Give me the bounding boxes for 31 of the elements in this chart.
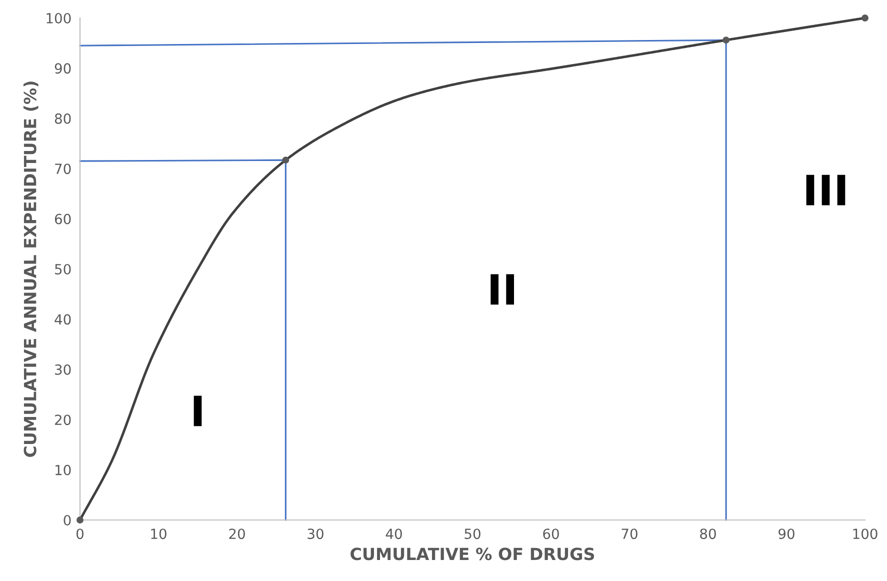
point — [722, 36, 730, 44]
annotation: III — [806, 174, 846, 206]
x-tick-label: 30 — [308, 528, 324, 540]
annotation: II — [490, 274, 514, 305]
y-axis-title: CUMULATIVE ANNUAL EXPENDITURE (%) — [23, 82, 38, 457]
x-tick-label: 80 — [700, 528, 716, 540]
y-tick-label: 100 — [46, 12, 71, 24]
y-tick-label: 10 — [56, 464, 71, 476]
y-tick-label: 50 — [55, 264, 71, 274]
x-axis-title: CUMULATIVE % OF DRUGS — [350, 548, 594, 560]
x-tick-label: 50 — [464, 528, 480, 540]
y-tick-label: 70 — [55, 164, 71, 174]
x-tick-label: 20 — [229, 528, 245, 540]
x-tick-label: 0 — [76, 528, 84, 540]
annotation: I — [194, 396, 202, 426]
x-tick-label: 10 — [151, 528, 166, 540]
point — [282, 156, 290, 164]
y-tick-label: 40 — [54, 314, 71, 325]
x-tick-label: 40 — [386, 528, 402, 540]
x-tick-label: 60 — [543, 528, 559, 540]
x-tick-label: 100 — [853, 528, 878, 540]
y-tick-label: 20 — [55, 414, 71, 426]
x-tick-label: 90 — [778, 528, 794, 540]
y-tick-label: 0 — [64, 514, 71, 526]
y-tick-label: 90 — [54, 63, 71, 74]
y-tick-label: 30 — [55, 364, 71, 375]
point — [76, 516, 84, 524]
y-tick-label: 60 — [54, 214, 71, 224]
y-tick-label: 80 — [54, 113, 71, 124]
point — [862, 14, 868, 22]
x-tick-label: 70 — [622, 528, 638, 540]
